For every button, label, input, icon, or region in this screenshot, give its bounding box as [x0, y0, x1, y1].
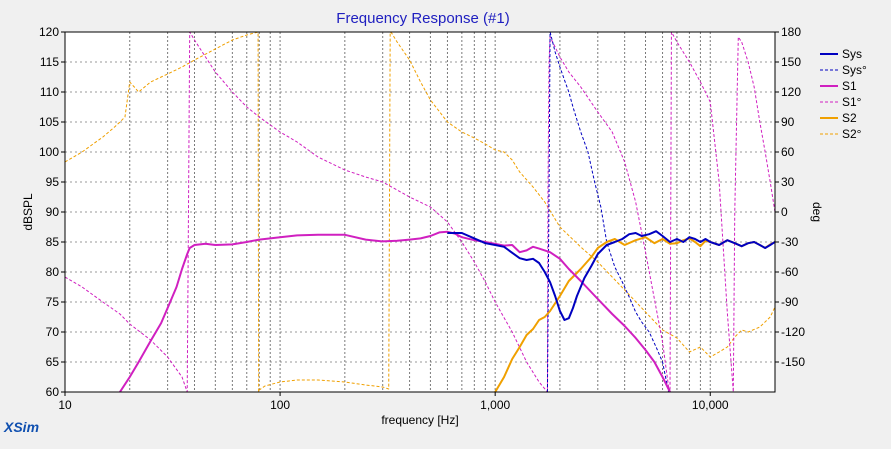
- legend-label: S1: [842, 79, 857, 93]
- series-line-sys: [447, 230, 775, 321]
- y-tick-label: 120: [39, 25, 59, 39]
- y2-axis-label: deg: [810, 202, 824, 222]
- x-tick-label: 10,000: [692, 398, 729, 412]
- axes: 6065707580859095100105110115120-150-120-…: [39, 25, 805, 412]
- series-line-s2-phase: [65, 32, 775, 392]
- x-tick-label: 100: [270, 398, 290, 412]
- y-tick-label: 60: [46, 385, 60, 399]
- y2-tick-label: -120: [781, 325, 805, 339]
- y2-tick-label: -30: [781, 235, 799, 249]
- series-line-s1: [119, 230, 671, 392]
- series-line-s1-phase: [65, 32, 775, 392]
- y-axis-label: dBSPL: [21, 193, 35, 231]
- x-tick-label: 10: [58, 398, 72, 412]
- series-line-sys-phase: [546, 32, 670, 392]
- y2-tick-label: 30: [781, 175, 795, 189]
- y-tick-label: 115: [40, 55, 59, 69]
- grid: [65, 32, 775, 392]
- y-tick-label: 65: [46, 355, 60, 369]
- legend-label: S1°: [842, 95, 862, 109]
- y2-tick-label: 60: [781, 145, 795, 159]
- y-tick-label: 85: [46, 235, 60, 249]
- y2-tick-label: 120: [781, 85, 801, 99]
- y-tick-label: 95: [46, 175, 60, 189]
- y-tick-label: 105: [39, 115, 59, 129]
- y2-tick-label: 90: [781, 115, 795, 129]
- y-tick-label: 100: [39, 145, 59, 159]
- y2-tick-label: 180: [781, 25, 801, 39]
- y-tick-label: 80: [46, 265, 60, 279]
- x-tick-label: 1,000: [480, 398, 510, 412]
- legend-label: Sys°: [842, 63, 867, 77]
- legend-label: S2°: [842, 127, 862, 141]
- legend-label: S2: [842, 111, 857, 125]
- series-layer: [65, 32, 775, 392]
- y2-tick-label: 150: [781, 55, 801, 69]
- y-tick-label: 90: [46, 205, 60, 219]
- legend: Sys Sys° S1 S1° S2 S2°: [820, 47, 867, 141]
- y2-tick-label: -150: [781, 355, 805, 369]
- xsim-logo: XSim: [3, 419, 39, 435]
- y2-tick-label: 0: [781, 205, 788, 219]
- y-tick-label: 110: [40, 85, 59, 99]
- legend-label: Sys: [842, 47, 862, 61]
- y-tick-label: 75: [46, 295, 60, 309]
- x-axis-label: frequency [Hz]: [381, 413, 458, 427]
- y2-tick-label: -90: [781, 295, 799, 309]
- y2-tick-label: -60: [781, 265, 799, 279]
- y-tick-label: 70: [46, 325, 60, 339]
- chart-title: Frequency Response (#1): [336, 10, 509, 27]
